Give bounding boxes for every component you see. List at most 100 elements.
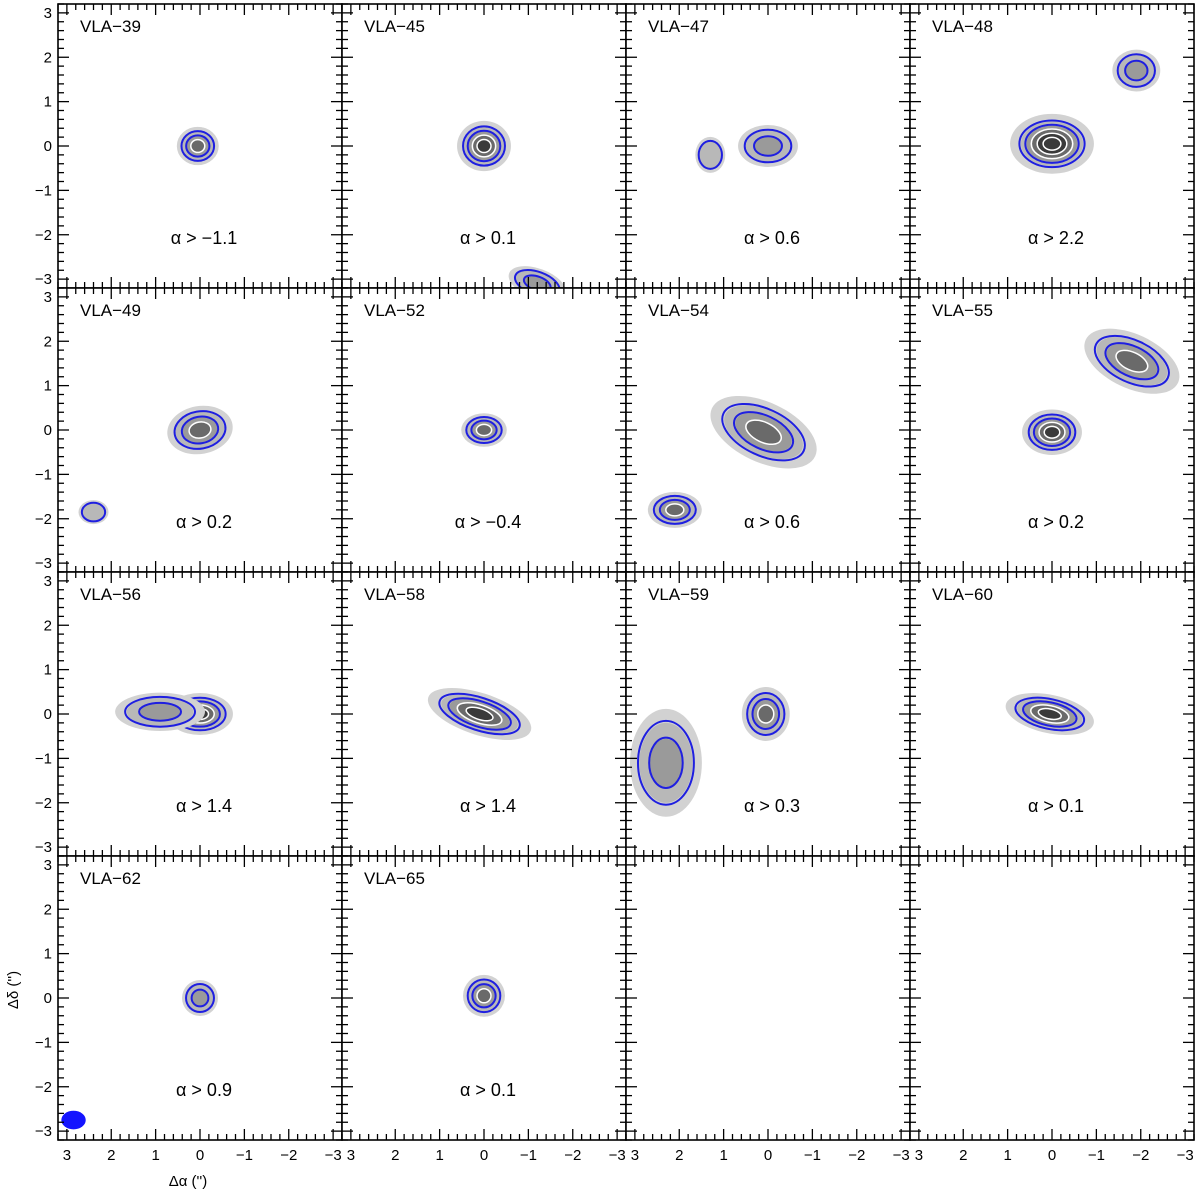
panel-content xyxy=(695,125,798,173)
emission-fill-level xyxy=(477,139,491,153)
panel: 3 2 1 0 −1 −2 −3 −3 −2 −1 0 1 2 3 VLA−62 α > 0.9 xyxy=(35,855,343,1164)
contour-line xyxy=(1018,119,1086,169)
panel: VLA−52 α > −0.4 xyxy=(341,287,627,573)
x-tick-label: 0 xyxy=(196,1147,204,1164)
panel-title: VLA−62 xyxy=(80,869,141,888)
panel-ticks xyxy=(909,855,1195,1141)
y-tick-label: −1 xyxy=(35,466,52,483)
emission-fill-level xyxy=(1044,426,1060,438)
panel-background xyxy=(910,856,1194,1140)
panel: −3 −2 −1 0 1 2 3 VLA−39 α > −1.1 xyxy=(35,3,343,289)
panel-title: VLA−47 xyxy=(648,17,709,36)
spectral-index-label: α > 0.6 xyxy=(744,512,800,532)
x-tick-label: −1 xyxy=(804,1147,821,1164)
contour-line xyxy=(173,410,227,450)
y-tick-label: −2 xyxy=(35,1079,52,1096)
panel-ticks xyxy=(57,3,343,289)
panel-ticks xyxy=(57,571,343,857)
panel-content xyxy=(463,974,505,1017)
contour-line xyxy=(465,415,503,445)
emission-fill-level xyxy=(1043,137,1061,150)
y-tick-label: −3 xyxy=(35,271,52,288)
panel-ticks xyxy=(625,855,911,1141)
y-tick-label: −2 xyxy=(35,511,52,528)
contour-line xyxy=(1116,53,1156,88)
panel-title: VLA−60 xyxy=(932,585,993,604)
spectral-index-label: α > 0.6 xyxy=(744,228,800,248)
contour-line xyxy=(80,501,107,523)
spectral-index-label: α > 2.2 xyxy=(1028,228,1084,248)
y-tick-label: 1 xyxy=(44,662,52,679)
y-tick-label: 0 xyxy=(44,422,52,439)
emission-fill-level xyxy=(191,139,205,153)
panel-title: VLA−39 xyxy=(80,17,141,36)
emission-fill-level xyxy=(1038,708,1061,720)
contour-line xyxy=(466,129,502,163)
x-tick-label: 3 xyxy=(63,1147,71,1164)
y-tick-label: 0 xyxy=(44,706,52,723)
panel-title: VLA−55 xyxy=(932,301,993,320)
panel-ticks xyxy=(909,571,1195,857)
contour-line xyxy=(475,423,493,437)
contour-line xyxy=(1124,59,1149,82)
contour-line xyxy=(697,139,723,170)
panel-content xyxy=(115,692,233,735)
panel: −3 −2 −1 0 1 2 3 VLA−49 α > 0.2 xyxy=(35,287,343,573)
panel-ticks xyxy=(57,855,343,1141)
panel-background xyxy=(626,856,910,1140)
contour-line xyxy=(456,702,503,726)
x-tick-label: 0 xyxy=(480,1147,488,1164)
x-tick-label: −3 xyxy=(893,1147,910,1164)
panel: VLA−59 α > 0.3 xyxy=(625,571,911,857)
spectral-index-label: α > 0.3 xyxy=(744,796,800,816)
y-tick-label: 0 xyxy=(44,138,52,155)
panel: 3 2 1 0 −1 −2 −3 VLA−65 α > 0.1 xyxy=(341,855,627,1164)
x-tick-label: 1 xyxy=(1003,1147,1011,1164)
y-tick-label: −2 xyxy=(35,227,52,244)
panel-content xyxy=(461,413,507,447)
panel: −3 −2 −1 0 1 2 3 VLA−56 α > 1.4 xyxy=(35,571,343,857)
x-tick-label: −1 xyxy=(520,1147,537,1164)
y-tick-label: 1 xyxy=(44,946,52,963)
y-tick-label: −1 xyxy=(35,1034,52,1051)
emission-fill-level xyxy=(476,424,492,436)
y-tick-label: 3 xyxy=(44,573,52,590)
panel-ticks xyxy=(625,571,911,857)
y-axis-label: Δδ ('') xyxy=(5,971,22,1009)
contour-line xyxy=(1037,707,1062,721)
x-tick-label: 3 xyxy=(631,1147,639,1164)
x-tick-label: 2 xyxy=(107,1147,115,1164)
contour-line xyxy=(180,130,216,162)
contour-line xyxy=(462,125,506,167)
x-tick-label: 0 xyxy=(1048,1147,1056,1164)
contour-line xyxy=(652,494,697,525)
x-tick-label: 2 xyxy=(959,1147,967,1164)
panel: 3 2 1 0 −1 −2 −3 xyxy=(909,855,1195,1164)
y-tick-label: −3 xyxy=(35,839,52,856)
contour-line xyxy=(476,988,492,1004)
contour-line xyxy=(513,269,561,288)
panel-title: VLA−56 xyxy=(80,585,141,604)
panel-content xyxy=(647,395,817,528)
panel-ticks xyxy=(625,287,911,573)
contour-line xyxy=(1043,425,1061,439)
y-tick-label: 3 xyxy=(44,5,52,22)
panel-title: VLA−58 xyxy=(364,585,425,604)
x-tick-label: −3 xyxy=(325,1147,342,1164)
spectral-index-label: α > −0.4 xyxy=(455,512,521,532)
panel-content xyxy=(629,687,790,817)
x-tick-label: 3 xyxy=(915,1147,923,1164)
contour-line xyxy=(522,274,552,288)
spectral-index-label: α > 0.2 xyxy=(176,512,232,532)
contour-line xyxy=(190,988,210,1008)
y-tick-label: −1 xyxy=(35,182,52,199)
spectral-index-label: α > −1.1 xyxy=(171,228,237,248)
contour-line xyxy=(476,138,492,154)
spectral-index-label: α > 1.4 xyxy=(176,796,232,816)
contour-line xyxy=(190,138,206,154)
contour-line xyxy=(721,403,806,462)
contour-line xyxy=(648,736,684,789)
emission-fill-level xyxy=(758,705,774,723)
